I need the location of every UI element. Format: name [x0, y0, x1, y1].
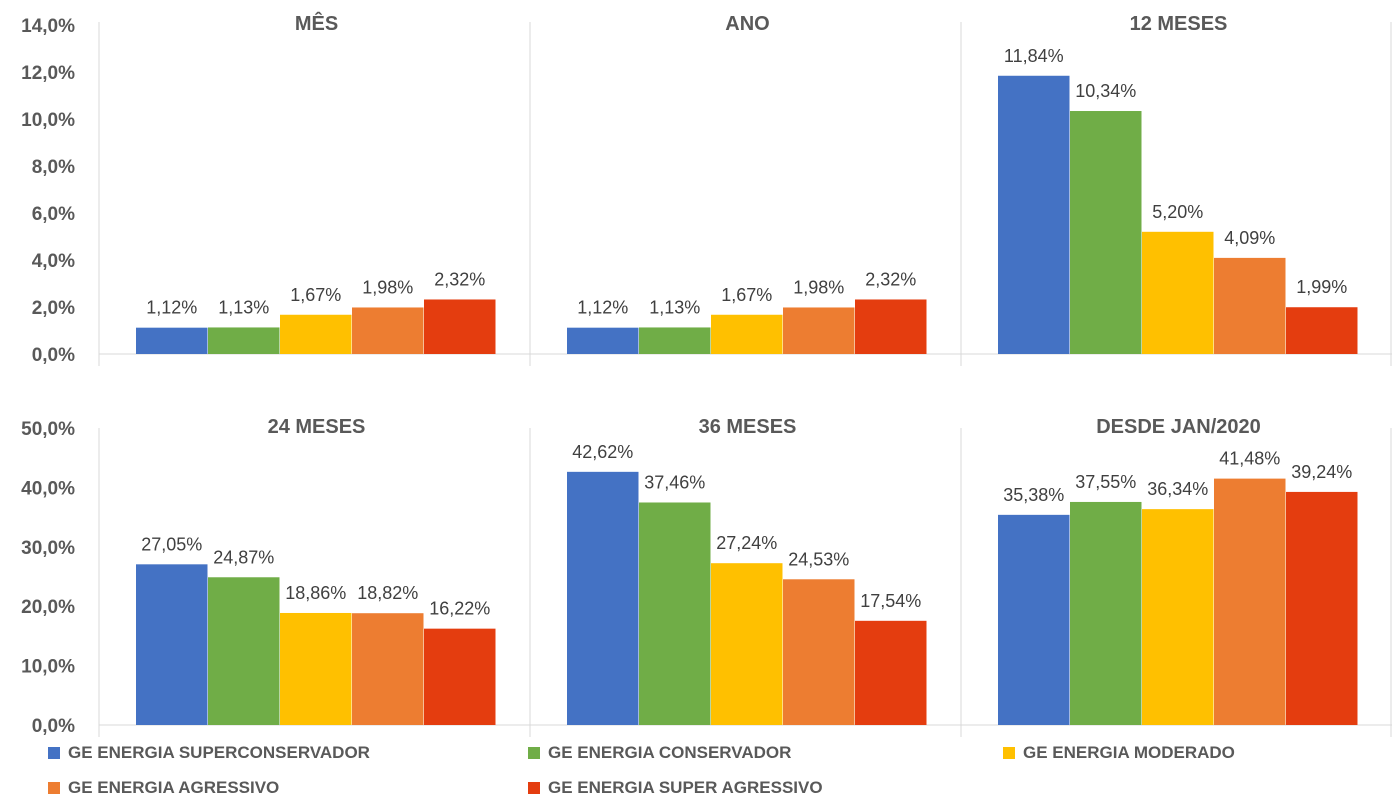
- bar-conservador: [208, 327, 280, 354]
- data-label: 27,05%: [141, 534, 202, 554]
- bar-agressivo: [783, 579, 855, 725]
- data-label: 5,20%: [1152, 202, 1203, 222]
- data-label: 39,24%: [1291, 462, 1352, 482]
- bar-super-agressivo: [855, 299, 927, 354]
- bar-superconservador: [567, 471, 639, 725]
- data-label: 4,09%: [1224, 228, 1275, 248]
- y-tick-label: 10,0%: [21, 657, 75, 678]
- y-tick-label: 30,0%: [21, 538, 75, 559]
- data-label: 1,67%: [721, 285, 772, 305]
- panel-title: 24 MESES: [268, 416, 366, 438]
- bar-super-agressivo: [855, 620, 927, 725]
- data-label: 1,67%: [290, 285, 341, 305]
- y-tick-label: 4,0%: [32, 251, 75, 272]
- y-tick-label: 40,0%: [21, 478, 75, 499]
- data-label: 1,98%: [362, 277, 413, 297]
- y-tick-label: 20,0%: [21, 597, 75, 618]
- data-label: 27,24%: [716, 533, 777, 553]
- data-label: 36,34%: [1147, 479, 1208, 499]
- bar-agressivo: [783, 307, 855, 354]
- panel-title: 36 MESES: [699, 416, 797, 438]
- data-label: 41,48%: [1219, 449, 1280, 469]
- bar-super-agressivo: [1286, 307, 1358, 354]
- bar-superconservador: [136, 327, 208, 354]
- bar-agressivo: [352, 307, 424, 354]
- data-label: 2,32%: [434, 269, 485, 289]
- bar-conservador: [1070, 111, 1142, 354]
- bar-superconservador: [136, 564, 208, 725]
- y-tick-label: 14,0%: [21, 16, 75, 37]
- bar-moderado: [280, 314, 352, 354]
- y-tick-label: 8,0%: [32, 157, 75, 178]
- panel-title: MÊS: [295, 11, 338, 35]
- data-label: 24,53%: [788, 549, 849, 569]
- data-label: 18,86%: [285, 583, 346, 603]
- y-tick-label: 10,0%: [21, 110, 75, 131]
- bar-conservador: [1070, 501, 1142, 725]
- data-label: 1,12%: [577, 298, 628, 318]
- bar-moderado: [280, 612, 352, 725]
- y-tick-label: 0,0%: [32, 716, 75, 737]
- bar-superconservador: [567, 327, 639, 354]
- bar-conservador: [208, 577, 280, 725]
- bar-super-agressivo: [424, 628, 496, 725]
- bar-conservador: [639, 327, 711, 354]
- bar-superconservador: [998, 514, 1070, 725]
- y-tick-label: 50,0%: [21, 419, 75, 440]
- bar-super-agressivo: [1286, 491, 1358, 725]
- data-label: 2,32%: [865, 269, 916, 289]
- bar-agressivo: [352, 613, 424, 725]
- bar-moderado: [1142, 231, 1214, 354]
- data-label: 37,46%: [644, 472, 705, 492]
- data-label: 37,55%: [1075, 472, 1136, 492]
- data-label: 1,98%: [793, 277, 844, 297]
- panel-title: DESDE JAN/2020: [1096, 416, 1261, 438]
- bar-super-agressivo: [424, 299, 496, 354]
- bar-moderado: [1142, 509, 1214, 725]
- y-tick-label: 2,0%: [32, 298, 75, 319]
- data-label: 42,62%: [572, 442, 633, 462]
- bar-agressivo: [1214, 478, 1286, 725]
- panel-title: ANO: [725, 13, 769, 35]
- data-label: 1,13%: [649, 297, 700, 317]
- data-label: 35,38%: [1003, 485, 1064, 505]
- bar-agressivo: [1214, 257, 1286, 354]
- data-label: 1,13%: [218, 297, 269, 317]
- data-label: 1,12%: [146, 298, 197, 318]
- bar-moderado: [711, 563, 783, 725]
- panel-title: 12 MESES: [1130, 13, 1228, 35]
- data-label: 10,34%: [1075, 81, 1136, 101]
- y-tick-label: 0,0%: [32, 345, 75, 366]
- data-label: 11,84%: [1004, 46, 1064, 66]
- bar-moderado: [711, 314, 783, 354]
- data-label: 16,22%: [429, 599, 490, 619]
- data-label: 1,99%: [1296, 277, 1347, 297]
- y-tick-label: 6,0%: [32, 204, 75, 225]
- y-tick-label: 12,0%: [21, 63, 75, 84]
- data-label: 18,82%: [357, 583, 418, 603]
- data-label: 17,54%: [860, 591, 921, 611]
- bar-superconservador: [998, 75, 1070, 354]
- bar-conservador: [639, 502, 711, 725]
- data-label: 24,87%: [213, 547, 274, 567]
